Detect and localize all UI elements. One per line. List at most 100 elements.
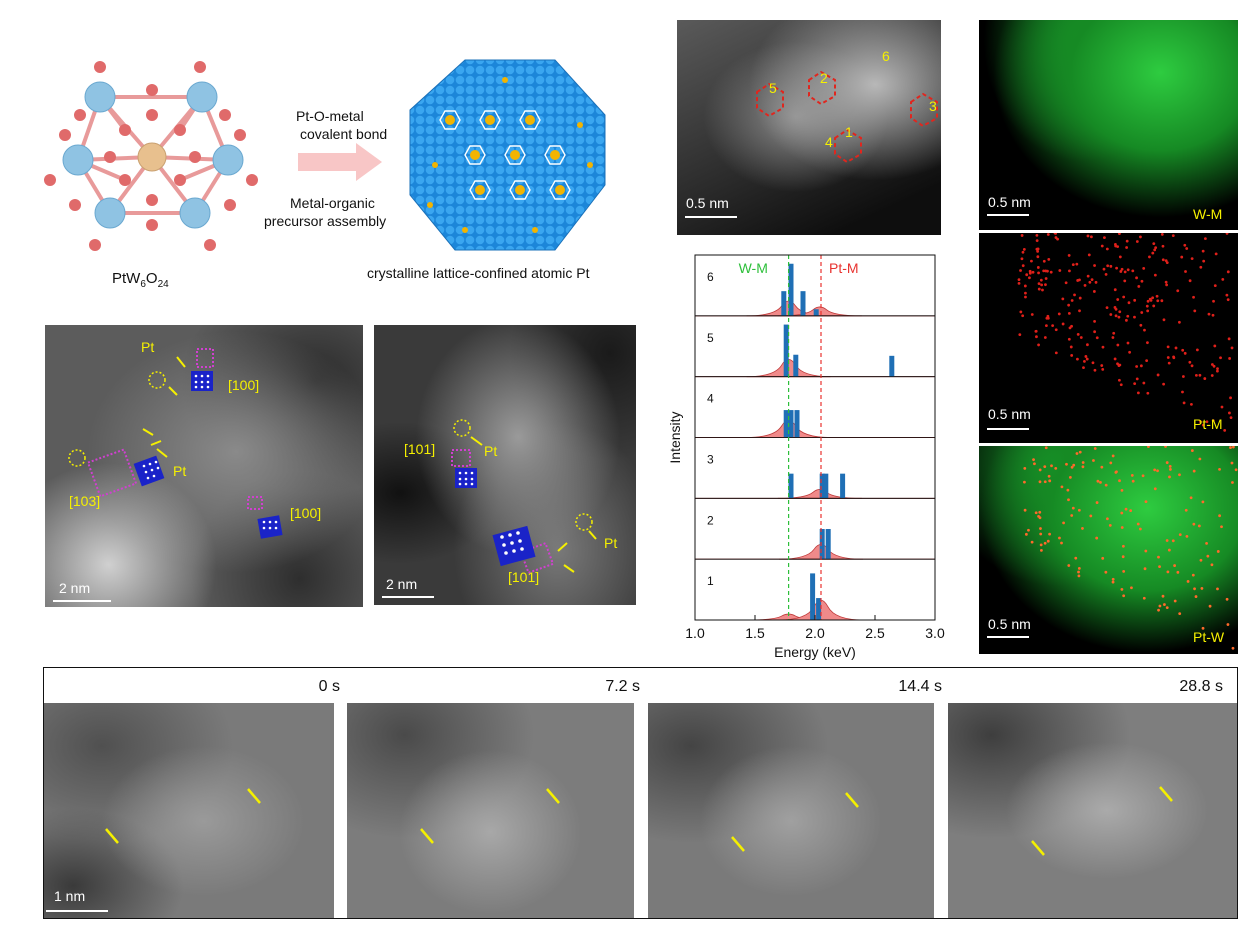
pt-signal-dot: [1167, 361, 1171, 365]
pt-signal-dot: [1210, 563, 1214, 567]
pt-signal-dot: [1108, 523, 1112, 527]
pt-signal-dot: [1093, 264, 1096, 267]
pt-signal-dot: [1118, 233, 1121, 235]
pt-signal-dot: [1092, 459, 1095, 462]
pt-signal-dot: [1212, 364, 1216, 368]
pt-signal-dot: [1199, 420, 1202, 424]
pt-signal-dot: [1225, 233, 1229, 235]
zone-axis-label: [101]: [404, 441, 436, 457]
pt-signal-dot: [1048, 532, 1051, 536]
pt-signal-dot: [1191, 573, 1195, 577]
spectrum-bar: [800, 291, 806, 316]
pt-signal-dot: [1109, 264, 1113, 268]
map-label: W-M: [1193, 206, 1223, 222]
arrow-top-line1: Pt-O-metal: [296, 108, 364, 124]
pt-signal-dot: [1125, 318, 1128, 322]
pt-signal-dot: [1074, 556, 1078, 560]
pt-signal-dot: [1070, 324, 1073, 328]
pt-signal-dot: [1201, 500, 1205, 504]
scale-bar-label: 2 nm: [59, 580, 91, 596]
pt-signal-dot: [1126, 341, 1130, 345]
pt-signal-dot: [1039, 532, 1043, 536]
x-axis-label: Energy (keV): [774, 644, 856, 660]
pt-signal-dot: [1119, 383, 1123, 387]
pt-signal-dot: [1123, 279, 1127, 283]
pt-signal-dot: [1044, 446, 1048, 450]
pt-signal-dot: [1114, 244, 1118, 248]
pt-signal-dot: [1087, 253, 1091, 257]
pt-label: Pt: [484, 443, 498, 459]
reference-label: Pt-M: [829, 260, 859, 276]
pt-signal-dot: [1070, 465, 1074, 469]
pt-signal-dot: [1201, 626, 1205, 630]
pt-signal-dot: [1135, 377, 1139, 381]
pt-signal-dot: [1144, 549, 1148, 553]
pt-signal-dot: [1176, 570, 1180, 574]
pt-signal-dot: [1185, 535, 1189, 538]
pt-signal-dot: [1201, 423, 1205, 427]
pt-signal-dot: [1054, 236, 1058, 239]
pt-signal-dot: [1176, 289, 1180, 293]
pt-signal-dot: [1129, 509, 1133, 513]
series-label: 5: [707, 331, 714, 345]
pt-signal-dot: [1198, 457, 1202, 461]
pt-signal-dot: [1123, 270, 1127, 274]
pt-signal-dot: [1028, 276, 1031, 280]
pt-signal-dot: [1066, 488, 1070, 492]
pt-signal-dot: [1148, 255, 1151, 259]
pt-signal-dot: [1199, 558, 1203, 562]
scale-bar: [987, 214, 1029, 216]
pt-signal-dot: [1113, 357, 1117, 361]
spectrum-bar: [816, 598, 822, 620]
pt-signal-dot: [1093, 447, 1097, 450]
pt-signal-dot: [1152, 304, 1156, 308]
pt-signal-dot: [1073, 293, 1076, 297]
spectrum-bar: [840, 473, 846, 499]
pt-signal-dot: [1143, 567, 1147, 571]
pt-signal-dot: [1070, 354, 1074, 357]
pt-signal-dot: [1035, 233, 1039, 237]
pt-signal-dot: [1100, 244, 1104, 248]
pt-signal-dot: [1060, 485, 1064, 489]
pt-signal-dot: [1040, 548, 1043, 552]
pt-signal-dot: [1037, 282, 1041, 286]
pt-signal-dot: [1152, 242, 1156, 246]
pt-signal-dot: [1093, 368, 1097, 372]
pt-signal-dot: [1168, 475, 1171, 479]
map-label: Pt-W: [1193, 629, 1225, 645]
pt-signal-dot: [1061, 322, 1065, 326]
pt-signal-dot: [1127, 301, 1131, 305]
pt-signal-dot: [1185, 247, 1189, 250]
pt-signal-dot: [1229, 446, 1232, 449]
pt-signal-dot: [1111, 580, 1115, 584]
pt-signal-dot: [1101, 556, 1105, 560]
pt-signal-dot: [1017, 278, 1021, 282]
pt-signal-dot: [1172, 355, 1175, 359]
pt-signal-dot: [1077, 570, 1080, 574]
pt-signal-dot: [1139, 364, 1143, 368]
pt-signal-dot: [1146, 391, 1150, 395]
pt-signal-dot: [1119, 270, 1123, 273]
pt-signal-dot: [1210, 374, 1214, 377]
pt-signal-dot: [1142, 266, 1146, 270]
pt-signal-dot: [1198, 373, 1202, 377]
pt-signal-dot: [1023, 284, 1027, 288]
pt-signal-dot: [1043, 480, 1047, 484]
pt-signal-dot: [1178, 320, 1181, 324]
pt-signal-dot: [1161, 244, 1165, 248]
molecule-formula: PtW6O24: [112, 270, 169, 290]
pt-signal-dot: [1024, 291, 1027, 295]
pt-signal-dot: [1234, 468, 1238, 472]
pt-signal-dot: [1018, 333, 1022, 337]
pt-signal-dot: [1130, 473, 1134, 477]
pt-signal-dot: [1130, 586, 1133, 590]
pt-signal-dot: [1192, 295, 1195, 299]
pt-signal-dot: [1118, 255, 1122, 259]
pt-signal-dot: [1186, 580, 1190, 583]
arrow-bottom-line2: precursor assembly: [264, 213, 387, 229]
pt-signal-dot: [1171, 539, 1175, 543]
scale-bar: [987, 428, 1029, 430]
spectrum-bar: [788, 410, 794, 438]
site-label-1: 1: [845, 124, 853, 140]
series-label: 4: [707, 392, 714, 406]
